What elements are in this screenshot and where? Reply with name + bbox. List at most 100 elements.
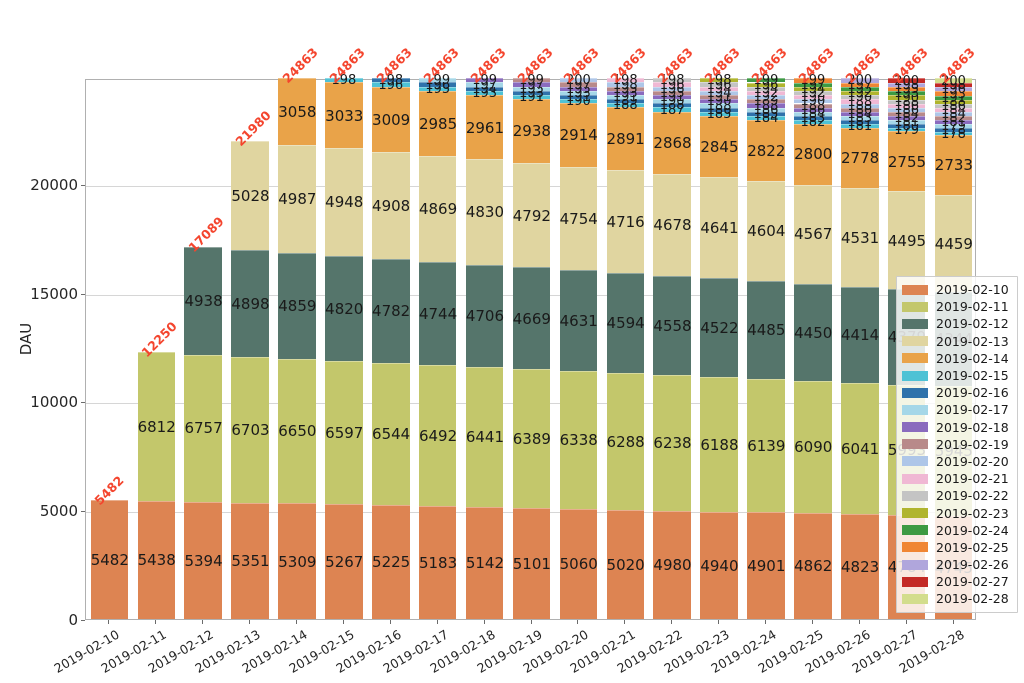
bar-segment[interactable] xyxy=(653,374,691,511)
legend-item[interactable]: 2019-02-20 xyxy=(902,453,1012,470)
bar-segment[interactable] xyxy=(887,91,926,96)
bar-segment[interactable] xyxy=(887,78,926,83)
bar-segment[interactable] xyxy=(700,107,738,112)
bar-segment[interactable] xyxy=(747,82,785,87)
bar-segment[interactable] xyxy=(606,107,645,171)
bar-segment[interactable] xyxy=(887,119,926,124)
legend-item[interactable]: 2019-02-17 xyxy=(902,401,1012,418)
bar-segment[interactable] xyxy=(184,501,222,619)
bar-segment[interactable] xyxy=(559,78,598,83)
bar-segment[interactable] xyxy=(231,356,269,503)
bar-segment[interactable] xyxy=(418,155,457,262)
bar-segment[interactable] xyxy=(934,115,973,120)
bar-segment[interactable] xyxy=(841,514,879,619)
bar-segment[interactable] xyxy=(606,509,645,619)
bar-segment[interactable] xyxy=(653,95,691,100)
bar-segment[interactable] xyxy=(934,107,973,112)
bar-stack[interactable]: 5225 6544 4782 4908 3009 196 198 xyxy=(372,73,410,619)
bar-segment[interactable] xyxy=(372,78,410,83)
bar-segment[interactable] xyxy=(747,281,785,379)
bar-segment[interactable] xyxy=(841,99,879,104)
bar-segment[interactable] xyxy=(418,506,457,619)
bar-segment[interactable] xyxy=(559,270,598,371)
legend-item[interactable]: 2019-02-28 xyxy=(902,590,1012,607)
bar-segment[interactable] xyxy=(887,107,926,112)
bar-segment[interactable] xyxy=(794,107,832,112)
bar-segment[interactable] xyxy=(278,144,316,254)
bar-segment[interactable] xyxy=(512,163,551,268)
bar-segment[interactable] xyxy=(465,366,504,508)
bar-stack[interactable]: 4901 6139 4485 4604 2822 184 185 186 188 189 192 19… xyxy=(747,73,785,619)
bar-segment[interactable] xyxy=(747,78,785,83)
legend-item[interactable]: 2019-02-16 xyxy=(902,384,1012,401)
bar-segment[interactable] xyxy=(465,95,504,160)
bar-segment[interactable] xyxy=(934,111,973,116)
bar-stack[interactable]: 5394 6757 4938 xyxy=(184,78,223,619)
bar-stack[interactable]: 5060 6338 4631 4754 2914 190 191 193 195 197 200 xyxy=(559,73,598,619)
legend-item[interactable]: 2019-02-11 xyxy=(902,298,1012,315)
bar-segment[interactable] xyxy=(934,87,973,92)
bar-stack[interactable]: 5142 6441 4706 4830 2961 193 194 197 199 xyxy=(465,73,504,619)
bar-segment[interactable] xyxy=(512,82,551,87)
bar-segment[interactable] xyxy=(372,86,410,153)
bar-segment[interactable] xyxy=(747,90,785,96)
bar-segment[interactable] xyxy=(841,119,879,124)
bar-segment[interactable] xyxy=(841,123,879,128)
bar-segment[interactable] xyxy=(794,119,832,124)
bar-segment[interactable] xyxy=(372,362,410,506)
bar-segment[interactable] xyxy=(700,111,738,116)
bar-segment[interactable] xyxy=(606,170,645,273)
bar-segment[interactable] xyxy=(794,513,832,619)
bar-segment[interactable] xyxy=(934,131,973,136)
bar-segment[interactable] xyxy=(841,91,879,96)
bar-segment[interactable] xyxy=(841,115,879,120)
bar-segment[interactable] xyxy=(418,90,457,156)
bar-stack[interactable]: 4980 6238 4558 4678 2868 187 188 190 191 193 196 19… xyxy=(653,73,692,619)
bar-segment[interactable] xyxy=(653,86,691,91)
bar-segment[interactable] xyxy=(606,273,645,373)
bar-segment[interactable] xyxy=(418,78,457,83)
bar-segment[interactable] xyxy=(794,82,832,87)
bar-segment[interactable] xyxy=(841,187,879,287)
bar-segment[interactable] xyxy=(700,376,738,512)
legend-item[interactable]: 2019-02-27 xyxy=(902,573,1012,590)
bar-segment[interactable] xyxy=(372,505,410,619)
bar-segment[interactable] xyxy=(372,258,410,363)
bar-segment[interactable] xyxy=(887,103,926,108)
bar-segment[interactable] xyxy=(934,127,973,132)
bar-segment[interactable] xyxy=(325,78,363,83)
bar-segment[interactable] xyxy=(184,354,222,502)
bar-segment[interactable] xyxy=(653,90,691,96)
bar-segment[interactable] xyxy=(512,95,551,100)
bar-segment[interactable] xyxy=(794,115,832,120)
bar-segment[interactable] xyxy=(700,78,738,83)
bar-segment[interactable] xyxy=(418,82,457,87)
bar-segment[interactable] xyxy=(934,91,973,96)
bar-stack[interactable]: 4823 6041 4414 4531 2778 181 181 183 184 186 188 18… xyxy=(841,73,879,619)
bar-segment[interactable] xyxy=(606,99,645,104)
bar-segment[interactable] xyxy=(747,107,785,112)
bar-segment[interactable] xyxy=(653,173,691,276)
bar-segment[interactable] xyxy=(418,86,457,91)
bar-segment[interactable] xyxy=(841,107,879,112)
bar-segment[interactable] xyxy=(653,99,691,104)
bar-segment[interactable] xyxy=(794,86,832,92)
bar-segment[interactable] xyxy=(465,82,504,87)
bar-segment[interactable] xyxy=(465,507,504,619)
bar-stack[interactable]: 5482 xyxy=(90,78,129,619)
bar-segment[interactable] xyxy=(278,78,316,145)
bar-segment[interactable] xyxy=(887,111,926,116)
bar-segment[interactable] xyxy=(653,78,691,83)
bar-segment[interactable] xyxy=(512,99,551,164)
bar-stack[interactable]: 5183 6492 4744 4869 2985 195 196 199 xyxy=(418,73,457,619)
bar-segment[interactable] xyxy=(934,194,973,292)
bar-segment[interactable] xyxy=(747,103,785,108)
legend-item[interactable]: 2019-02-24 xyxy=(902,522,1012,539)
bar-segment[interactable] xyxy=(887,191,926,290)
bar-segment[interactable] xyxy=(559,508,598,619)
bar-stack[interactable]: 5267 6597 4820 4948 3033 198 xyxy=(325,73,363,619)
legend-item[interactable]: 2019-02-26 xyxy=(902,556,1012,573)
legend-item[interactable]: 2019-02-22 xyxy=(902,487,1012,504)
bar-segment[interactable] xyxy=(465,78,504,83)
bar-segment[interactable] xyxy=(653,111,691,174)
